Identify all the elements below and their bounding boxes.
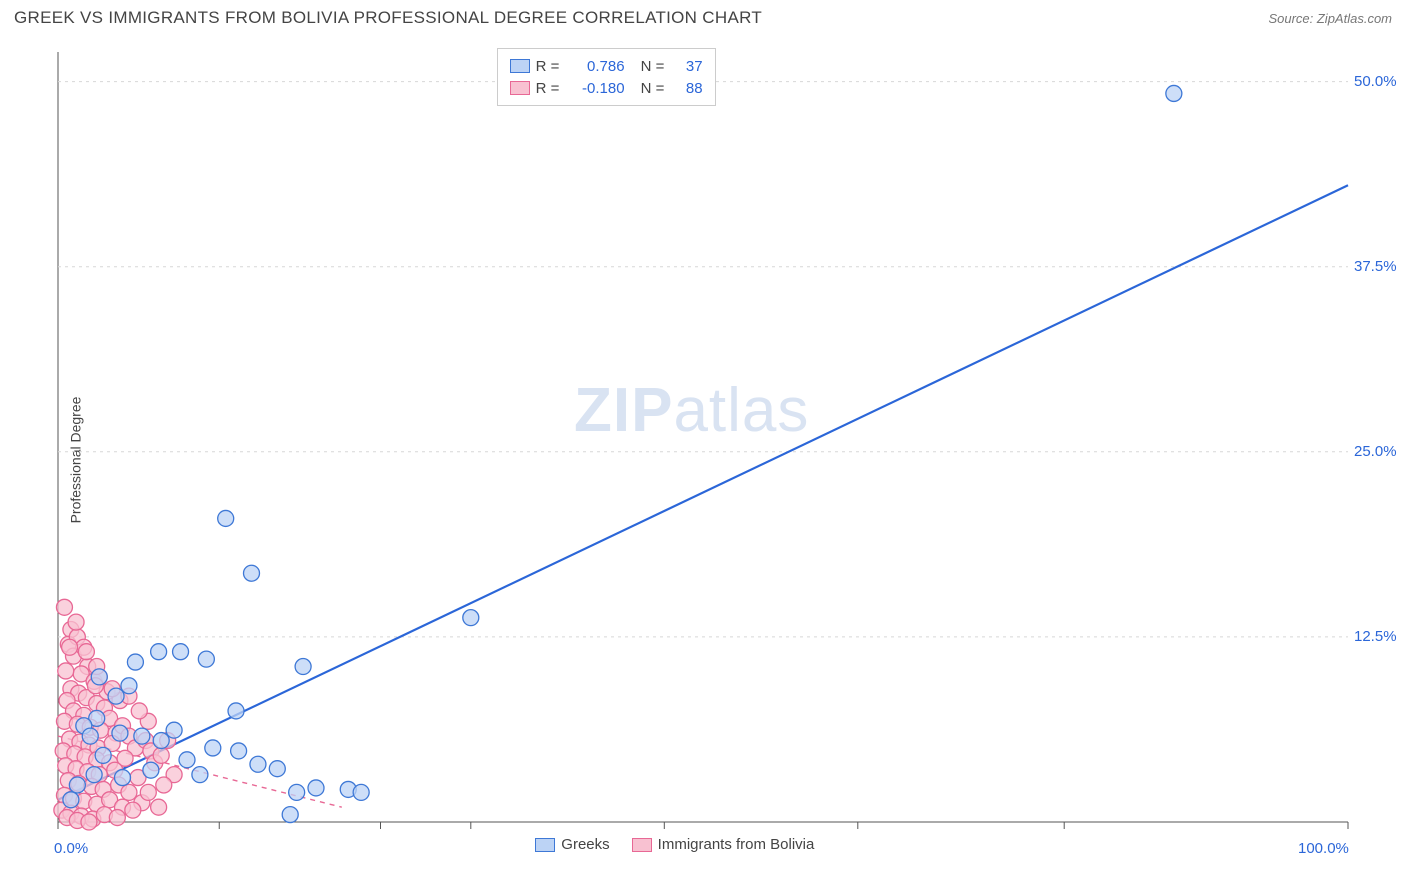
r-label: R = [536, 80, 564, 97]
legend-item: Greeks [535, 836, 609, 853]
y-tick-label: 50.0% [1354, 73, 1397, 90]
legend-label: Immigrants from Bolivia [658, 836, 815, 853]
scatter-plot [50, 44, 1380, 832]
series-legend: Greeks Immigrants from Bolivia [535, 836, 814, 853]
legend-label: Greeks [561, 836, 609, 853]
stats-legend-row: R = 0.786 N = 37 [510, 55, 703, 77]
n-value: 88 [675, 80, 703, 97]
r-value: 0.786 [570, 58, 625, 75]
r-value: -0.180 [570, 80, 625, 97]
legend-swatch [632, 838, 652, 852]
legend-swatch [510, 81, 530, 95]
y-tick-label: 25.0% [1354, 443, 1397, 460]
x-axis-min-label: 0.0% [54, 840, 88, 857]
y-tick-label: 37.5% [1354, 258, 1397, 275]
chart-area: Professional Degree ZIPatlas R =0.786N =… [14, 44, 1392, 876]
source-label: Source: ZipAtlas.com [1268, 11, 1392, 26]
n-label: N = [641, 80, 669, 97]
x-axis-max-label: 100.0% [1298, 840, 1349, 857]
stats-legend: R = 0.786 N = 37 R = -0.180 N = 88 [497, 48, 716, 106]
stats-legend-row: R = -0.180 N = 88 [510, 77, 703, 99]
legend-swatch [510, 59, 530, 73]
legend-swatch [535, 838, 555, 852]
n-value: 37 [675, 58, 703, 75]
header-bar: GREEK VS IMMIGRANTS FROM BOLIVIA PROFESS… [0, 0, 1406, 42]
y-tick-label: 12.5% [1354, 628, 1397, 645]
legend-item: Immigrants from Bolivia [632, 836, 815, 853]
r-label: R = [536, 58, 564, 75]
n-label: N = [641, 58, 669, 75]
chart-title: GREEK VS IMMIGRANTS FROM BOLIVIA PROFESS… [14, 8, 762, 28]
